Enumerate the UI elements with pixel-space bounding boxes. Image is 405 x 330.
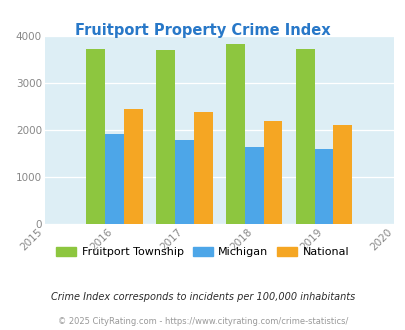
Legend: Fruitport Township, Michigan, National: Fruitport Township, Michigan, National <box>52 242 353 262</box>
Bar <box>86 50 105 224</box>
Bar <box>295 50 314 224</box>
Bar <box>314 149 333 224</box>
Bar <box>225 44 244 224</box>
Bar <box>124 109 143 224</box>
Bar <box>333 125 352 224</box>
Bar <box>156 50 175 224</box>
Text: Fruitport Property Crime Index: Fruitport Property Crime Index <box>75 23 330 38</box>
Text: Crime Index corresponds to incidents per 100,000 inhabitants: Crime Index corresponds to incidents per… <box>51 292 354 302</box>
Bar <box>175 140 193 224</box>
Bar <box>193 112 212 224</box>
Text: © 2025 CityRating.com - https://www.cityrating.com/crime-statistics/: © 2025 CityRating.com - https://www.city… <box>58 317 347 326</box>
Bar <box>244 147 263 224</box>
Bar <box>263 121 282 224</box>
Bar <box>105 134 124 224</box>
